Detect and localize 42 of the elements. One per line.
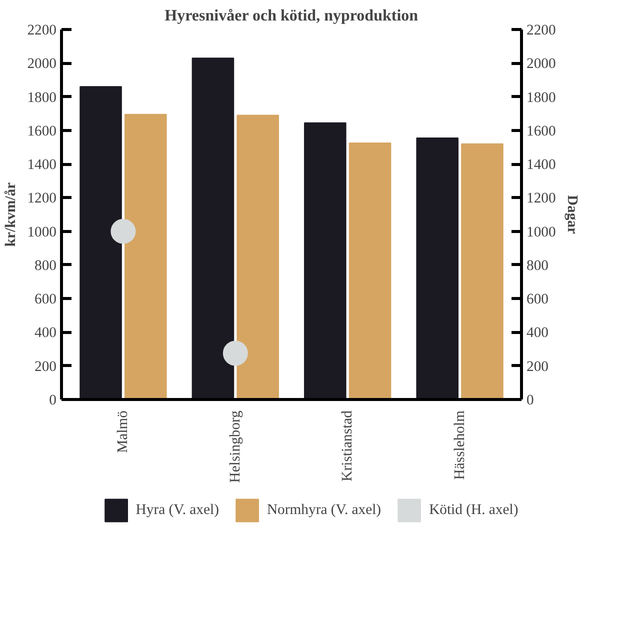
y-tick-label: 1600 xyxy=(27,123,56,140)
y2-tick-label: 600 xyxy=(526,292,548,308)
y2-tick-label: 1000 xyxy=(526,224,556,240)
y-axis-title: kr/kvm/år xyxy=(3,182,20,247)
y-tick-label: 200 xyxy=(34,358,56,375)
y-tick-label: 0 xyxy=(49,392,56,408)
x-tick-label: Malmö xyxy=(115,410,132,453)
legend-label: Kötid (H. axel) xyxy=(429,502,518,518)
y2-tick-label: 1200 xyxy=(526,190,556,207)
bar xyxy=(461,143,504,400)
bar xyxy=(348,142,392,400)
bar xyxy=(416,137,458,400)
y-tick-label: 2200 xyxy=(27,22,56,38)
y-tick-label: 2000 xyxy=(27,56,56,72)
y2-tick-label: 0 xyxy=(526,392,534,408)
y-tick-label: 1000 xyxy=(27,224,56,240)
x-tick-label: Hässleholm xyxy=(452,410,468,480)
y2-axis-title: Dagar xyxy=(564,194,580,235)
bar xyxy=(236,114,279,400)
bar xyxy=(304,122,346,400)
y2-tick-label: 200 xyxy=(526,358,548,375)
x-tick-label: Kristianstad xyxy=(340,410,356,482)
x-tick-label: Helsingborg xyxy=(227,410,244,483)
chart-title: Hyresnivåer och kötid, nyproduktion xyxy=(164,8,418,24)
y-tick-label: 800 xyxy=(34,258,56,274)
y-tick-label: 1200 xyxy=(27,190,56,207)
legend-label: Normhyra (V. axel) xyxy=(266,502,382,518)
y2-tick-label: 1800 xyxy=(526,90,556,106)
y2-tick-label: 800 xyxy=(526,258,548,274)
bar xyxy=(124,114,167,400)
y2-tick-label: 2200 xyxy=(526,22,556,38)
legend-label: Hyra (V. axel) xyxy=(136,502,219,518)
y-tick-label: 400 xyxy=(34,325,56,342)
y-tick-label: 1800 xyxy=(27,90,56,106)
y2-tick-label: 400 xyxy=(526,325,548,342)
y2-tick-label: 1400 xyxy=(526,157,556,174)
bar xyxy=(192,58,234,400)
y2-tick-label: 2000 xyxy=(526,56,556,72)
y2-tick-label: 1600 xyxy=(526,123,556,140)
y-tick-label: 600 xyxy=(34,292,56,308)
bar xyxy=(80,86,122,400)
y-tick-label: 1400 xyxy=(27,157,56,174)
